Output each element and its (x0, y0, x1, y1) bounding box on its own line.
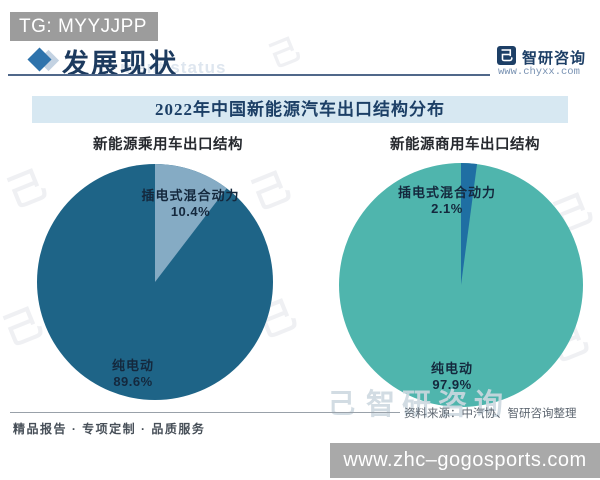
zhiyan-logo-name: 智研咨询 (522, 50, 587, 67)
pie-chart-passenger (37, 164, 273, 400)
footer-divider (10, 412, 400, 413)
slice-value-bev: 89.6% (113, 374, 153, 389)
data-source-note: 资料来源：中汽协、智研咨询整理 (404, 408, 577, 420)
slice-label-phev: 插电式混合动力 (141, 188, 240, 203)
pie-title-passenger: 新能源乘用车出口结构 (93, 137, 243, 153)
header-divider (8, 74, 490, 76)
chart-main-title: 2022年中国新能源汽车出口结构分布 (155, 100, 445, 119)
website-badge: www.zhc–gogosports.com (330, 443, 600, 478)
brand-watermark-icon: 己 (264, 31, 307, 75)
header-watermark-english: ment status (120, 58, 227, 77)
zhiyan-logo-url: www.chyxx.com (498, 66, 580, 78)
zhiyan-logo-icon: 己 (497, 46, 516, 65)
slice-value-bev: 97.9% (432, 377, 472, 392)
slice-label-bev: 纯电动 (430, 361, 473, 376)
slice-value-phev: 10.4% (170, 204, 211, 219)
footer-tagline: 精品报告 · 专项定制 · 品质服务 (13, 422, 206, 436)
slice-value-phev: 2.1% (431, 201, 463, 216)
tg-handle-badge: TG: MYYJJPP (10, 12, 158, 41)
chart-title-banner: 2022年中国新能源汽车出口结构分布 (32, 96, 568, 123)
slice-label-phev: 插电式混合动力 (397, 185, 496, 200)
pie-chart-commercial (339, 163, 583, 407)
pie-title-commercial: 新能源商用车出口结构 (390, 137, 540, 153)
slice-label-bev: 纯电动 (111, 358, 154, 373)
